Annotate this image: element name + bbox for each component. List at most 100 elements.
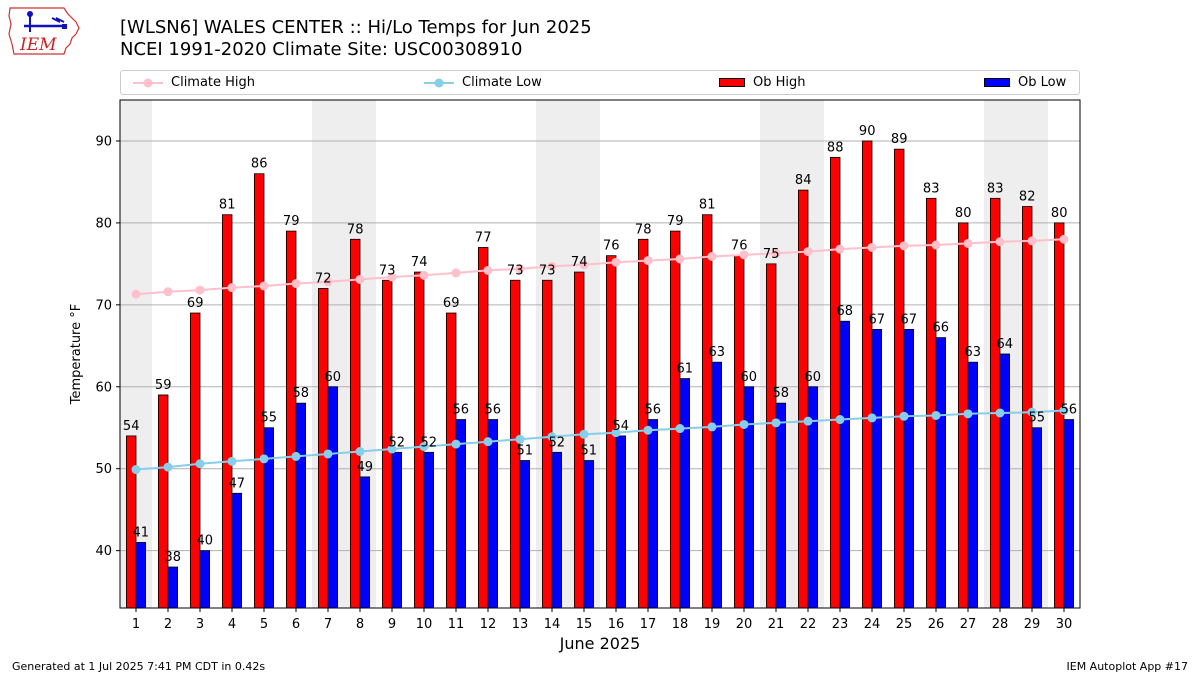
ob-high-value-label: 54	[123, 419, 140, 434]
ob-low-value-label: 68	[837, 304, 854, 319]
ob-high-bar	[702, 214, 713, 609]
x-tick-label-20: 20	[736, 617, 753, 632]
climate-high-point	[611, 257, 621, 267]
legend-label-ob-low: Ob Low	[1018, 75, 1067, 90]
climate-low-point	[419, 442, 429, 452]
ob-low-value-label: 56	[645, 403, 662, 418]
ob-low-bar	[551, 451, 563, 609]
climate-high-point	[259, 281, 269, 291]
x-tick-label-7: 7	[324, 617, 332, 632]
climate-high-point	[131, 289, 141, 299]
climate-low-point	[323, 449, 333, 459]
x-tick-label-1: 1	[132, 617, 140, 632]
climate-high-point	[707, 251, 717, 261]
x-tick-label-25: 25	[896, 617, 913, 632]
climate-low-point	[1059, 406, 1069, 416]
climate-high-point	[675, 254, 685, 264]
ob-low-bar	[295, 402, 307, 609]
ob-high-bar	[126, 435, 137, 609]
x-tick-label-12: 12	[480, 617, 497, 632]
ob-low-bar	[679, 378, 691, 609]
climate-high-point	[483, 265, 493, 275]
x-tick-label-8: 8	[356, 617, 364, 632]
climate-low-point	[931, 410, 941, 420]
x-tick-label-23: 23	[832, 617, 849, 632]
iem-logo-icon: IEM	[8, 7, 80, 55]
climate-low-line	[135, 409, 1065, 471]
ob-low-bar	[967, 361, 979, 609]
climate-high-point	[419, 270, 429, 280]
climate-high-point	[995, 237, 1005, 247]
climate-high-point	[355, 274, 365, 284]
ob-high-value-label: 90	[859, 124, 876, 139]
x-tick-label-3: 3	[196, 617, 204, 632]
ob-low-value-label: 60	[805, 370, 822, 385]
legend: Climate High Climate Low Ob High Ob Low	[120, 70, 1080, 95]
ob-low-bar	[999, 353, 1011, 609]
legend-label-climate-high: Climate High	[171, 75, 256, 90]
ob-low-value-label: 49	[357, 460, 374, 475]
climate-low-point	[835, 415, 845, 425]
climate-low-point	[515, 434, 525, 444]
climate-high-point	[323, 277, 333, 287]
ob-high-swatch-icon	[719, 78, 745, 87]
ob-low-bar	[199, 550, 211, 609]
ob-high-bar	[477, 247, 489, 609]
ob-high-value-label: 81	[699, 198, 716, 213]
y-tick-label-80: 80	[95, 216, 112, 231]
ob-low-bar	[167, 566, 179, 609]
ob-high-value-label: 76	[731, 239, 748, 254]
ob-high-value-label: 83	[987, 181, 1004, 196]
y-tick-label-90: 90	[95, 134, 112, 149]
climate-high-point	[803, 247, 813, 257]
ob-high-value-label: 83	[923, 181, 940, 196]
ob-low-bar	[487, 419, 499, 609]
ob-low-value-label: 63	[965, 345, 982, 360]
ob-high-bar	[766, 263, 777, 609]
ob-high-value-label: 78	[635, 222, 652, 237]
climate-high-point	[771, 248, 781, 258]
ob-low-bar	[135, 542, 147, 609]
x-tick-label-10: 10	[416, 617, 433, 632]
ob-low-bar	[743, 386, 755, 609]
ob-high-value-label: 76	[603, 239, 620, 254]
ob-high-value-label: 73	[507, 263, 524, 278]
ob-high-value-label: 81	[219, 198, 236, 213]
climate-high-point	[1059, 234, 1069, 244]
climate-high-point	[163, 287, 173, 297]
ob-low-value-label: 51	[517, 444, 534, 459]
climate-low-point	[259, 454, 269, 464]
ob-low-value-label: 56	[485, 403, 502, 418]
climate-low-point	[579, 429, 589, 439]
x-tick-label-14: 14	[544, 617, 561, 632]
ob-low-value-label: 52	[389, 435, 406, 450]
ob-low-value-label: 55	[261, 411, 278, 426]
climate-high-point	[963, 238, 973, 248]
climate-high-point	[835, 244, 845, 254]
x-tick-label-24: 24	[864, 617, 881, 632]
climate-high-point	[387, 272, 397, 282]
ob-high-value-label: 84	[795, 173, 812, 188]
ob-high-bar	[445, 312, 457, 609]
x-tick-label-13: 13	[512, 617, 529, 632]
ob-low-value-label: 55	[1029, 411, 1046, 426]
climate-low-point	[739, 419, 749, 429]
ob-high-bar	[157, 394, 169, 609]
climate-low-line-icon	[424, 78, 454, 87]
climate-low-point	[611, 428, 621, 438]
ob-high-value-label: 78	[347, 222, 364, 237]
ob-low-bar	[391, 451, 403, 609]
ob-low-value-label: 66	[933, 321, 950, 336]
ob-high-bar	[574, 271, 585, 609]
legend-item-ob-low: Ob Low	[984, 71, 1066, 94]
ob-low-value-label: 58	[773, 386, 790, 401]
x-tick-label-11: 11	[448, 617, 465, 632]
legend-item-climate-low: Climate Low	[424, 71, 542, 94]
ob-low-bar	[935, 337, 947, 609]
ob-low-bar	[775, 402, 787, 609]
ob-low-value-label: 54	[613, 419, 630, 434]
y-axis-label: Temperature °F	[69, 304, 84, 405]
ob-high-value-label: 80	[955, 206, 972, 221]
climate-low-point	[547, 432, 557, 442]
